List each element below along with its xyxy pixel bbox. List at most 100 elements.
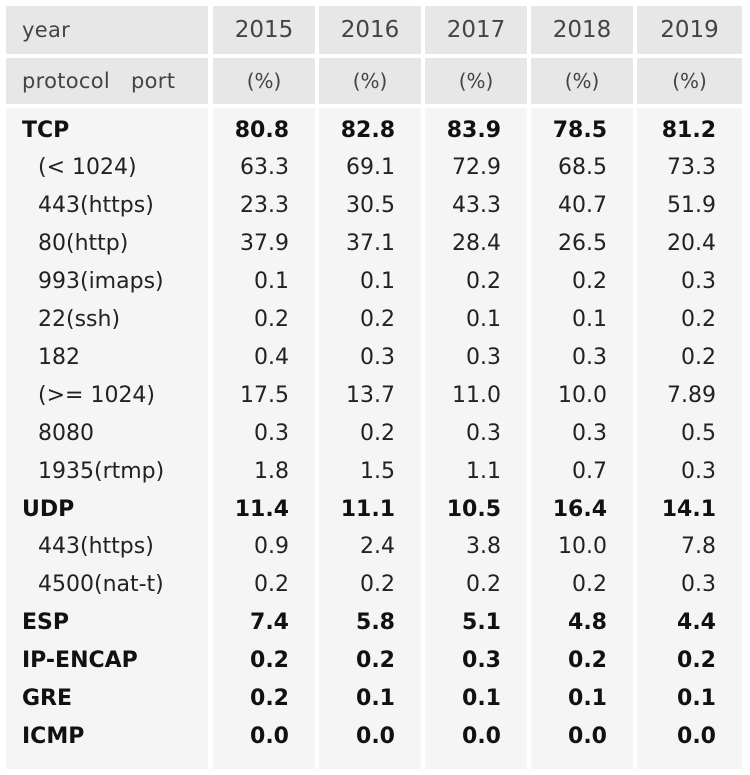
value-cell-2018: 0.1: [568, 686, 607, 711]
protocol-label: IP-ENCAP: [22, 648, 138, 674]
value-cell-2019: 7.89: [667, 382, 716, 408]
protocol-label: ICMP: [22, 723, 85, 749]
value-cell-2015: 7.4: [250, 610, 289, 636]
value-cell-2017: 1.1: [466, 458, 501, 484]
value-cell-2016: 0.2: [356, 648, 395, 674]
value-cell-2016: 13.7: [346, 382, 395, 408]
protocol-label: UDP: [22, 496, 75, 522]
value-cell-2019: 0.2: [677, 648, 716, 674]
value-cell-2019: 0.0: [677, 723, 716, 749]
value-cell-2015: 63.3: [240, 155, 289, 181]
value-cell-2015: 0.9: [254, 534, 289, 560]
table-row: IP-ENCAP 0.2 0.2 0.3 0.2 0.2: [0, 643, 750, 679]
table-row: 4500(nat-t) 0.2 0.2 0.2 0.2 0.3: [0, 567, 750, 603]
value-cell-2017: 0.2: [466, 269, 501, 295]
port-label: (>= 1024): [38, 382, 156, 408]
value-cell-2017: 28.4: [452, 231, 501, 257]
value-cell-2016: 0.2: [360, 307, 395, 332]
port-label: 22(ssh): [38, 307, 121, 332]
table-row: UDP 11.4 11.1 10.5 16.4 14.1: [0, 491, 750, 527]
value-cell-2016: 1.5: [360, 458, 395, 484]
value-cell-2019: 51.9: [667, 193, 716, 219]
value-cell-2015: 23.3: [240, 193, 289, 219]
header-unit-row: protocol port (%) (%) (%) (%) (%): [0, 58, 750, 104]
port-label: 443(https): [38, 193, 154, 219]
table-row: TCP 80.8 82.8 83.9 78.5 81.2: [0, 112, 750, 148]
port-label: 443(https): [38, 534, 154, 560]
value-cell-2019: 14.1: [661, 496, 716, 522]
protocol-label: TCP: [22, 117, 70, 143]
table-row: (< 1024) 63.3 69.1 72.9 68.5 73.3: [0, 150, 750, 186]
value-cell-2019: 0.5: [681, 420, 716, 446]
value-cell-2019: 73.3: [667, 155, 716, 181]
value-cell-2015: 1.8: [254, 458, 289, 484]
header-protocol-port-label: protocol port: [6, 58, 208, 104]
value-cell-2016: 0.0: [356, 723, 395, 749]
column-background-2015: [213, 108, 315, 769]
value-cell-2018: 16.4: [552, 496, 607, 522]
header-year-2019: 2019: [637, 6, 742, 54]
value-cell-2019: 4.4: [677, 610, 716, 636]
column-background-2018: [531, 108, 633, 769]
value-cell-2016: 0.1: [356, 686, 395, 711]
value-cell-2016: 5.8: [356, 610, 395, 636]
port-label: 8080: [38, 420, 94, 446]
port-label: 1935(rtmp): [38, 458, 165, 484]
value-cell-2017: 0.3: [466, 420, 501, 446]
table-row: 1935(rtmp) 1.8 1.5 1.1 0.7 0.3: [0, 453, 750, 489]
table-row: ICMP 0.0 0.0 0.0 0.0 0.0: [0, 718, 750, 754]
header-year-2015: 2015: [213, 6, 315, 54]
value-cell-2018: 0.3: [572, 420, 607, 446]
column-background-2016: [319, 108, 421, 769]
value-cell-2017: 72.9: [452, 155, 501, 181]
value-cell-2019: 81.2: [661, 117, 716, 143]
value-cell-2015: 0.2: [254, 572, 289, 598]
header-unit: (%): [637, 58, 742, 104]
value-cell-2017: 10.5: [446, 496, 501, 522]
table-row: 443(https) 0.9 2.4 3.8 10.0 7.8: [0, 529, 750, 565]
value-cell-2018: 68.5: [558, 155, 607, 181]
header-unit: (%): [531, 58, 633, 104]
value-cell-2015: 0.2: [254, 307, 289, 332]
value-cell-2018: 0.0: [568, 723, 607, 749]
table-row: 993(imaps) 0.1 0.1 0.2 0.2 0.3: [0, 264, 750, 300]
table-row: (>= 1024) 17.5 13.7 11.0 10.0 7.89: [0, 377, 750, 413]
value-cell-2018: 78.5: [552, 117, 607, 143]
value-cell-2018: 0.2: [572, 269, 607, 295]
header-year-2017: 2017: [425, 6, 527, 54]
value-cell-2016: 82.8: [340, 117, 395, 143]
value-cell-2019: 0.3: [681, 458, 716, 484]
value-cell-2018: 10.0: [558, 534, 607, 560]
value-cell-2015: 0.2: [250, 686, 289, 711]
value-cell-2019: 0.1: [677, 686, 716, 711]
table-row: 22(ssh) 0.2 0.2 0.1 0.1 0.2: [0, 302, 750, 338]
value-cell-2019: 20.4: [667, 231, 716, 257]
value-cell-2016: 30.5: [346, 193, 395, 219]
port-label: 80(http): [38, 231, 129, 257]
header-unit: (%): [213, 58, 315, 104]
header-year-label: year: [6, 6, 208, 54]
value-cell-2018: 0.2: [568, 648, 607, 674]
value-cell-2019: 0.2: [681, 344, 716, 370]
value-cell-2015: 0.1: [254, 269, 289, 295]
value-cell-2015: 0.3: [254, 420, 289, 446]
value-cell-2019: 0.3: [681, 572, 716, 598]
port-label: (< 1024): [38, 155, 137, 181]
value-cell-2016: 37.1: [346, 231, 395, 257]
value-cell-2017: 0.0: [462, 723, 501, 749]
protocol-label: ESP: [22, 610, 69, 636]
value-cell-2015: 0.2: [250, 648, 289, 674]
value-cell-2015: 11.4: [234, 496, 289, 522]
column-background-2019: [637, 108, 742, 769]
value-cell-2016: 2.4: [360, 534, 395, 560]
value-cell-2015: 0.0: [250, 723, 289, 749]
port-label: 182: [38, 344, 80, 370]
value-cell-2019: 7.8: [681, 534, 716, 560]
value-cell-2016: 0.2: [360, 572, 395, 598]
value-cell-2017: 83.9: [446, 117, 501, 143]
value-cell-2017: 43.3: [452, 193, 501, 219]
table-row: 182 0.4 0.3 0.3 0.3 0.2: [0, 339, 750, 375]
value-cell-2018: 26.5: [558, 231, 607, 257]
label-column-background: [6, 108, 208, 769]
